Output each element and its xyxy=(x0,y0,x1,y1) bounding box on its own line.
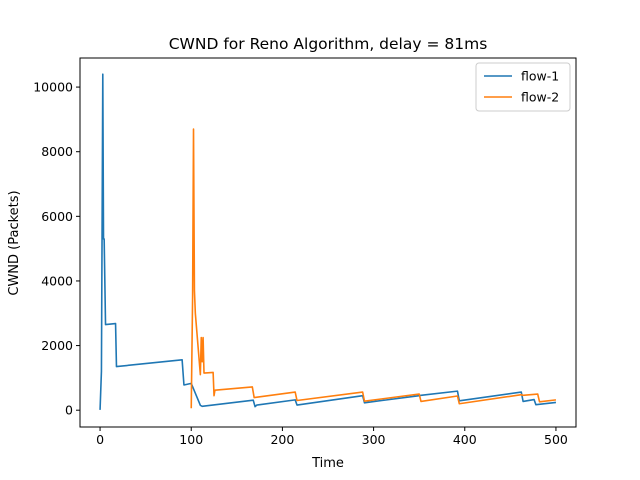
y-tick-label: 4000 xyxy=(41,273,73,288)
x-tick-label: 400 xyxy=(453,432,477,447)
y-tick-label: 0 xyxy=(65,403,73,418)
x-tick-label: 300 xyxy=(362,432,386,447)
legend-label-flow-1: flow-1 xyxy=(521,69,559,84)
y-tick-label: 10000 xyxy=(33,80,73,95)
x-axis-title: Time xyxy=(311,456,344,471)
y-axis-title: CWND (Packets) xyxy=(7,190,22,295)
x-tick-label: 200 xyxy=(270,432,294,447)
chart-title: CWND for Reno Algorithm, delay = 81ms xyxy=(169,35,488,53)
series-line-flow-2 xyxy=(190,128,557,409)
series-line-flow-1 xyxy=(99,73,557,410)
legend-box xyxy=(475,62,571,112)
legend-label-flow-2: flow-2 xyxy=(521,90,559,105)
axes-frame xyxy=(79,57,577,428)
plot-area: 0 100 200 300 400 500 0 2000 4000 6000 8000 10000 xyxy=(33,57,577,447)
y-tick-label: 6000 xyxy=(41,209,73,224)
x-tick-label: 100 xyxy=(179,432,203,447)
y-tick-label: 8000 xyxy=(41,144,73,159)
y-tick-label: 2000 xyxy=(41,338,73,353)
x-tick-label: 500 xyxy=(544,432,568,447)
x-tick-label: 0 xyxy=(96,432,104,447)
legend: flow-1 flow-2 xyxy=(475,62,571,112)
